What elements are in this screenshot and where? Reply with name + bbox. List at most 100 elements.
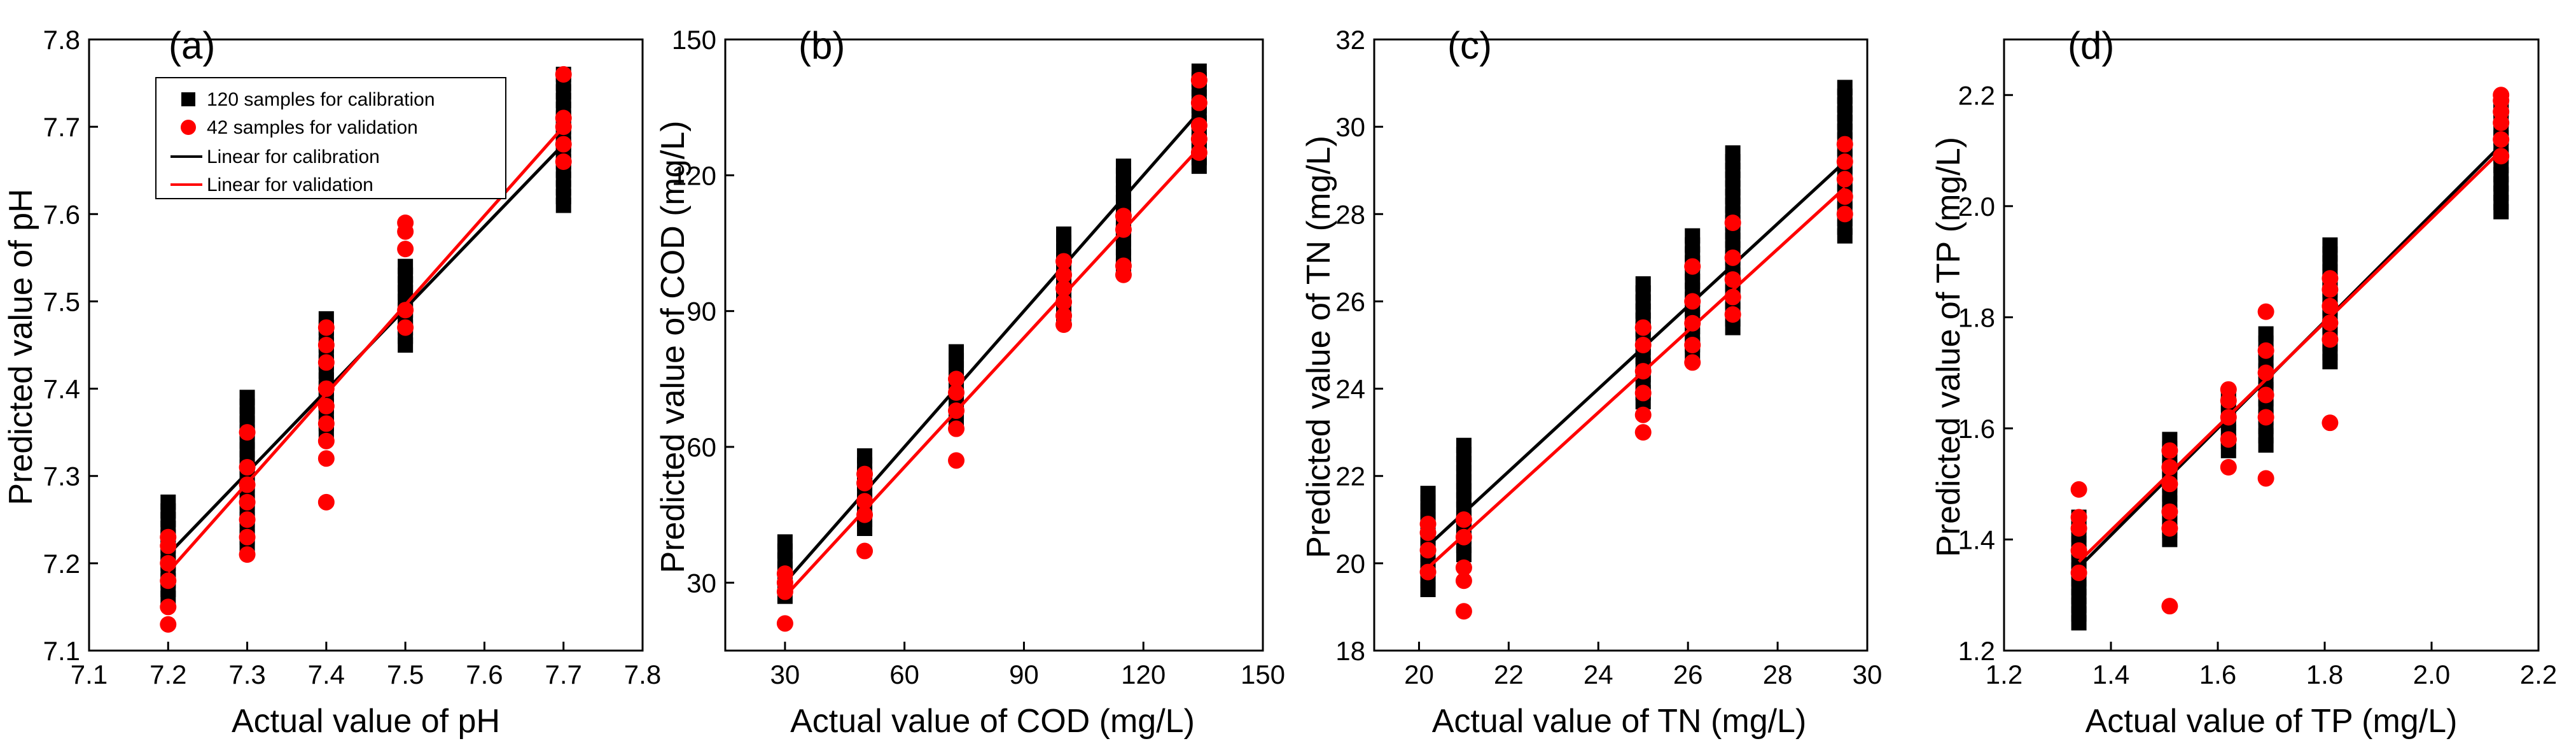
validation-point — [1455, 559, 1472, 576]
calibration-point — [2322, 354, 2338, 370]
validation-point — [555, 109, 572, 127]
y-tick-label: 2.0 — [1958, 192, 1995, 222]
validation-point — [2070, 481, 2087, 498]
x-tick-label: 7.1 — [71, 660, 108, 689]
validation-point — [160, 528, 177, 546]
validation-point — [317, 319, 335, 336]
validation-point — [397, 319, 414, 336]
y-tick-label: 26 — [1335, 286, 1365, 316]
validation-point — [317, 450, 335, 467]
validation-point — [239, 528, 256, 546]
panel-label: (d) — [2068, 24, 2114, 67]
validation-point — [948, 370, 965, 388]
validation-point — [1684, 258, 1701, 275]
validation-point — [1190, 131, 1208, 148]
x-tick-label: 2.0 — [2413, 660, 2450, 689]
x-tick-label: 1.8 — [2306, 660, 2343, 689]
legend-label-validation-samples: 42 samples for validation — [207, 117, 418, 138]
x-tick-label: 1.6 — [2199, 660, 2236, 689]
x-tick-label: 22 — [1494, 660, 1524, 689]
validation-point — [1190, 117, 1208, 134]
x-axis-title: Actual value of TP (mg/L) — [2085, 703, 2458, 740]
calibration-point — [555, 197, 571, 213]
x-tick-label: 26 — [1673, 660, 1703, 689]
x-tick-label: 120 — [1121, 660, 1166, 689]
x-tick-label: 7.3 — [228, 660, 265, 689]
calibration-point — [1725, 320, 1741, 335]
panel-label: (b) — [798, 24, 845, 67]
y-tick-label: 60 — [686, 432, 716, 462]
legend: 120 samples for calibration 42 samples f… — [155, 77, 506, 199]
validation-point — [1455, 572, 1472, 589]
validation-point — [2220, 431, 2237, 448]
validation-point — [1634, 424, 1652, 441]
x-tick-label: 150 — [1241, 660, 1285, 689]
validation-point — [2070, 542, 2087, 559]
validation-point — [1455, 528, 1472, 546]
validation-point — [2322, 270, 2339, 287]
validation-point — [1724, 271, 1741, 288]
validation-point — [160, 598, 177, 616]
validation-point — [239, 546, 256, 563]
validation-point — [239, 459, 256, 476]
validation-point — [1634, 385, 1652, 402]
validation-point — [776, 615, 793, 632]
validation-point — [948, 452, 965, 469]
validation-point — [1634, 319, 1652, 336]
validation-point — [2161, 520, 2178, 537]
y-tick-label: 24 — [1335, 374, 1365, 404]
validation-point — [397, 302, 414, 319]
panel-a: Predicted value of pH Actual value of pH… — [3, 24, 661, 740]
validation-point — [1419, 563, 1437, 581]
validation-point — [2322, 297, 2339, 314]
y-axis-title: Predicted value of COD (mg/L) — [655, 121, 692, 574]
validation-point — [2257, 303, 2274, 320]
validation-point — [2161, 598, 2178, 615]
validation-point — [1836, 188, 1853, 205]
plot-frame — [88, 38, 644, 652]
x-tick-label: 7.8 — [624, 660, 661, 689]
validation-point — [1724, 215, 1741, 231]
calibration-point — [857, 521, 873, 536]
legend-label-linear-calibration: Linear for calibration — [207, 146, 380, 167]
validation-point — [239, 511, 256, 528]
validation-point — [239, 424, 256, 441]
validation-point — [1190, 94, 1208, 111]
x-tick-label: 60 — [889, 660, 919, 689]
validation-point — [1836, 153, 1853, 170]
validation-point — [2161, 459, 2178, 476]
panel-b: Predicted value of COD (mg/L) Actual val… — [655, 24, 1285, 740]
plot-frame — [1373, 38, 1869, 652]
validation-point — [856, 542, 874, 560]
validation-point — [1684, 337, 1701, 353]
validation-point — [317, 398, 335, 414]
x-tick-label: 1.4 — [2092, 660, 2129, 689]
x-axis-title: Actual value of TN (mg/L) — [1432, 703, 1807, 740]
validation-point — [397, 241, 414, 258]
panel-label: (a) — [169, 24, 215, 67]
validation-point — [1724, 288, 1741, 306]
validation-point — [1836, 171, 1853, 188]
validation-point — [856, 506, 874, 523]
validation-point — [1836, 206, 1853, 223]
validation-point — [317, 337, 335, 353]
y-tick-label: 18 — [1335, 636, 1365, 666]
y-tick-label: 20 — [1335, 549, 1365, 579]
validation-point — [160, 616, 177, 633]
calibration-point — [2493, 204, 2509, 220]
calibration-point — [1837, 228, 1853, 244]
y-tick-label: 7.6 — [43, 199, 80, 229]
calibration-point — [398, 337, 414, 353]
x-axis-title: Actual value of COD (mg/L) — [790, 703, 1195, 740]
y-tick-label: 7.8 — [43, 25, 80, 55]
validation-point — [2257, 386, 2274, 404]
y-tick-label: 2.2 — [1958, 80, 1995, 110]
validation-point — [2257, 470, 2274, 487]
x-tick-label: 7.7 — [545, 660, 582, 689]
y-tick-label: 1.6 — [1958, 414, 1995, 444]
validation-point — [1684, 314, 1701, 332]
validation-point — [2220, 459, 2237, 476]
validation-point — [1055, 280, 1073, 297]
plot-frame — [2003, 38, 2540, 652]
validation-fit-line — [2077, 149, 2502, 563]
